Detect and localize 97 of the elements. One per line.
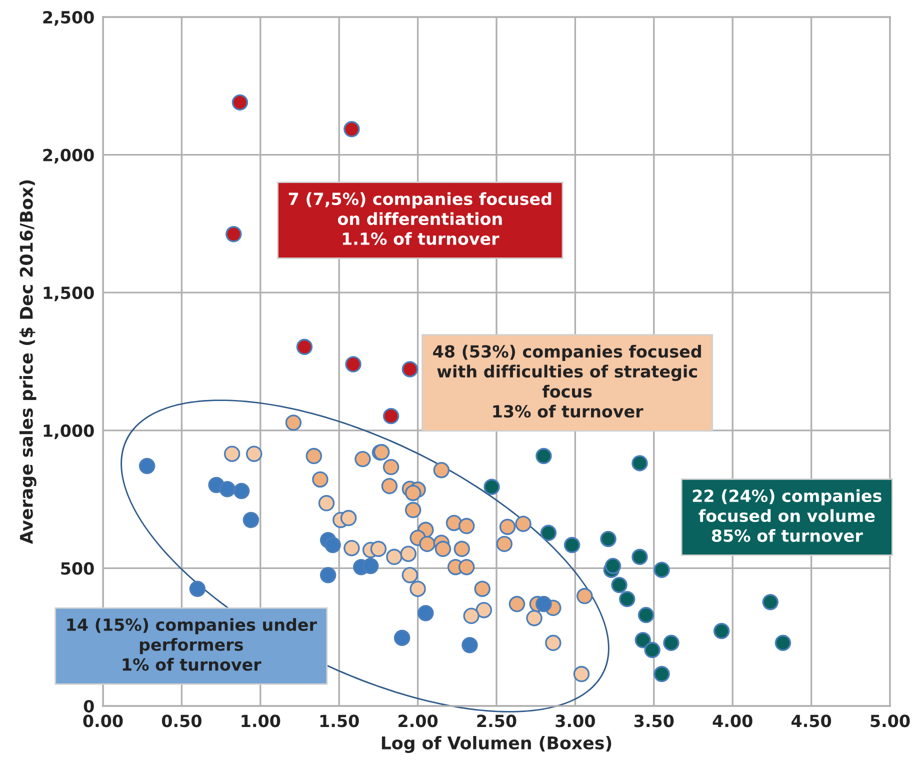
point — [324, 536, 341, 554]
annotation: 22 (24%) companies focused on volume 85% of turnover — [692, 489, 882, 542]
point — [474, 580, 490, 597]
x-tick-label: 0.50 — [162, 714, 202, 728]
point — [663, 634, 680, 652]
point — [573, 666, 590, 682]
point — [515, 516, 532, 532]
point — [463, 608, 480, 624]
point — [312, 471, 328, 488]
x-tick-label: 3.50 — [634, 714, 674, 728]
point — [246, 446, 262, 462]
point — [458, 518, 475, 534]
point — [386, 548, 402, 566]
point — [404, 502, 422, 518]
point — [344, 121, 360, 138]
point — [418, 605, 434, 622]
point — [233, 482, 250, 500]
x-tick-label: 5.00 — [870, 714, 910, 728]
point — [496, 536, 512, 552]
point — [434, 540, 452, 558]
point — [189, 580, 206, 597]
point — [611, 576, 628, 594]
point — [536, 448, 552, 464]
point — [433, 462, 450, 478]
point — [345, 356, 362, 372]
point — [462, 636, 478, 654]
point — [226, 226, 242, 242]
point — [545, 634, 562, 652]
x-axis-title: Log of Volumen (Boxes) — [382, 736, 612, 753]
point — [713, 622, 730, 640]
point — [604, 558, 622, 574]
point — [419, 536, 436, 552]
x-tick-label: 0.00 — [83, 714, 123, 728]
point — [402, 361, 418, 378]
point — [762, 594, 778, 610]
point — [638, 606, 654, 624]
point — [320, 566, 336, 584]
x-tick-label: 4.50 — [791, 714, 832, 728]
point — [526, 610, 542, 626]
point — [499, 518, 516, 535]
annotation: 14 (15%) companies under performers 1% of turnover — [67, 618, 317, 671]
x-tick-label: 1.00 — [242, 714, 280, 728]
point — [285, 414, 302, 431]
point — [484, 478, 500, 496]
point — [219, 480, 236, 498]
y-tick-label: 1,000 — [44, 424, 94, 440]
point — [354, 450, 371, 468]
point — [654, 666, 670, 682]
point — [296, 338, 313, 356]
point — [232, 94, 248, 111]
x-tick-label: 1.50 — [320, 714, 359, 728]
point — [564, 536, 580, 554]
point — [394, 630, 410, 646]
x-tick-label: 2.50 — [477, 714, 516, 728]
y-tick-label: 500 — [61, 562, 94, 575]
point — [410, 580, 426, 597]
point — [634, 632, 651, 648]
point — [404, 484, 422, 502]
point — [382, 458, 400, 476]
point — [632, 455, 648, 472]
x-tick-label: 4.00 — [712, 714, 752, 728]
point — [458, 558, 475, 576]
point — [344, 540, 360, 556]
point — [644, 642, 660, 658]
point — [540, 524, 557, 542]
point — [370, 540, 387, 558]
y-axis-title: Average sales price ($ Dec 2016/Box) — [19, 180, 36, 544]
point — [138, 458, 156, 474]
y-tick-label: 2,000 — [43, 148, 94, 164]
point — [318, 495, 335, 512]
point — [382, 408, 400, 424]
point — [536, 596, 552, 612]
point — [508, 596, 526, 612]
point — [619, 590, 636, 608]
point — [454, 540, 470, 558]
point — [381, 478, 398, 494]
x-tick-label: 3.00 — [556, 714, 595, 728]
point — [600, 530, 616, 548]
point — [362, 558, 379, 574]
annotation: 7 (7,5%) companies focused on differentiation 1.1% of turnover — [288, 192, 552, 246]
annotation: 48 (53%) companies focused with difficulties of strategic focus 13% of turnover — [433, 344, 701, 418]
point — [446, 514, 462, 532]
point — [576, 588, 593, 604]
x-tick-label: 2.00 — [398, 714, 438, 728]
point — [654, 562, 670, 578]
point — [224, 446, 240, 462]
point — [774, 634, 792, 652]
point — [476, 602, 492, 618]
point — [340, 510, 357, 526]
point — [400, 546, 416, 562]
y-tick-label: 0 — [84, 700, 94, 713]
point — [242, 512, 260, 528]
y-tick-label: 1,500 — [44, 286, 94, 302]
point — [306, 448, 322, 464]
point — [402, 566, 418, 584]
y-tick-label: 2,500 — [43, 10, 94, 26]
point — [632, 548, 648, 566]
